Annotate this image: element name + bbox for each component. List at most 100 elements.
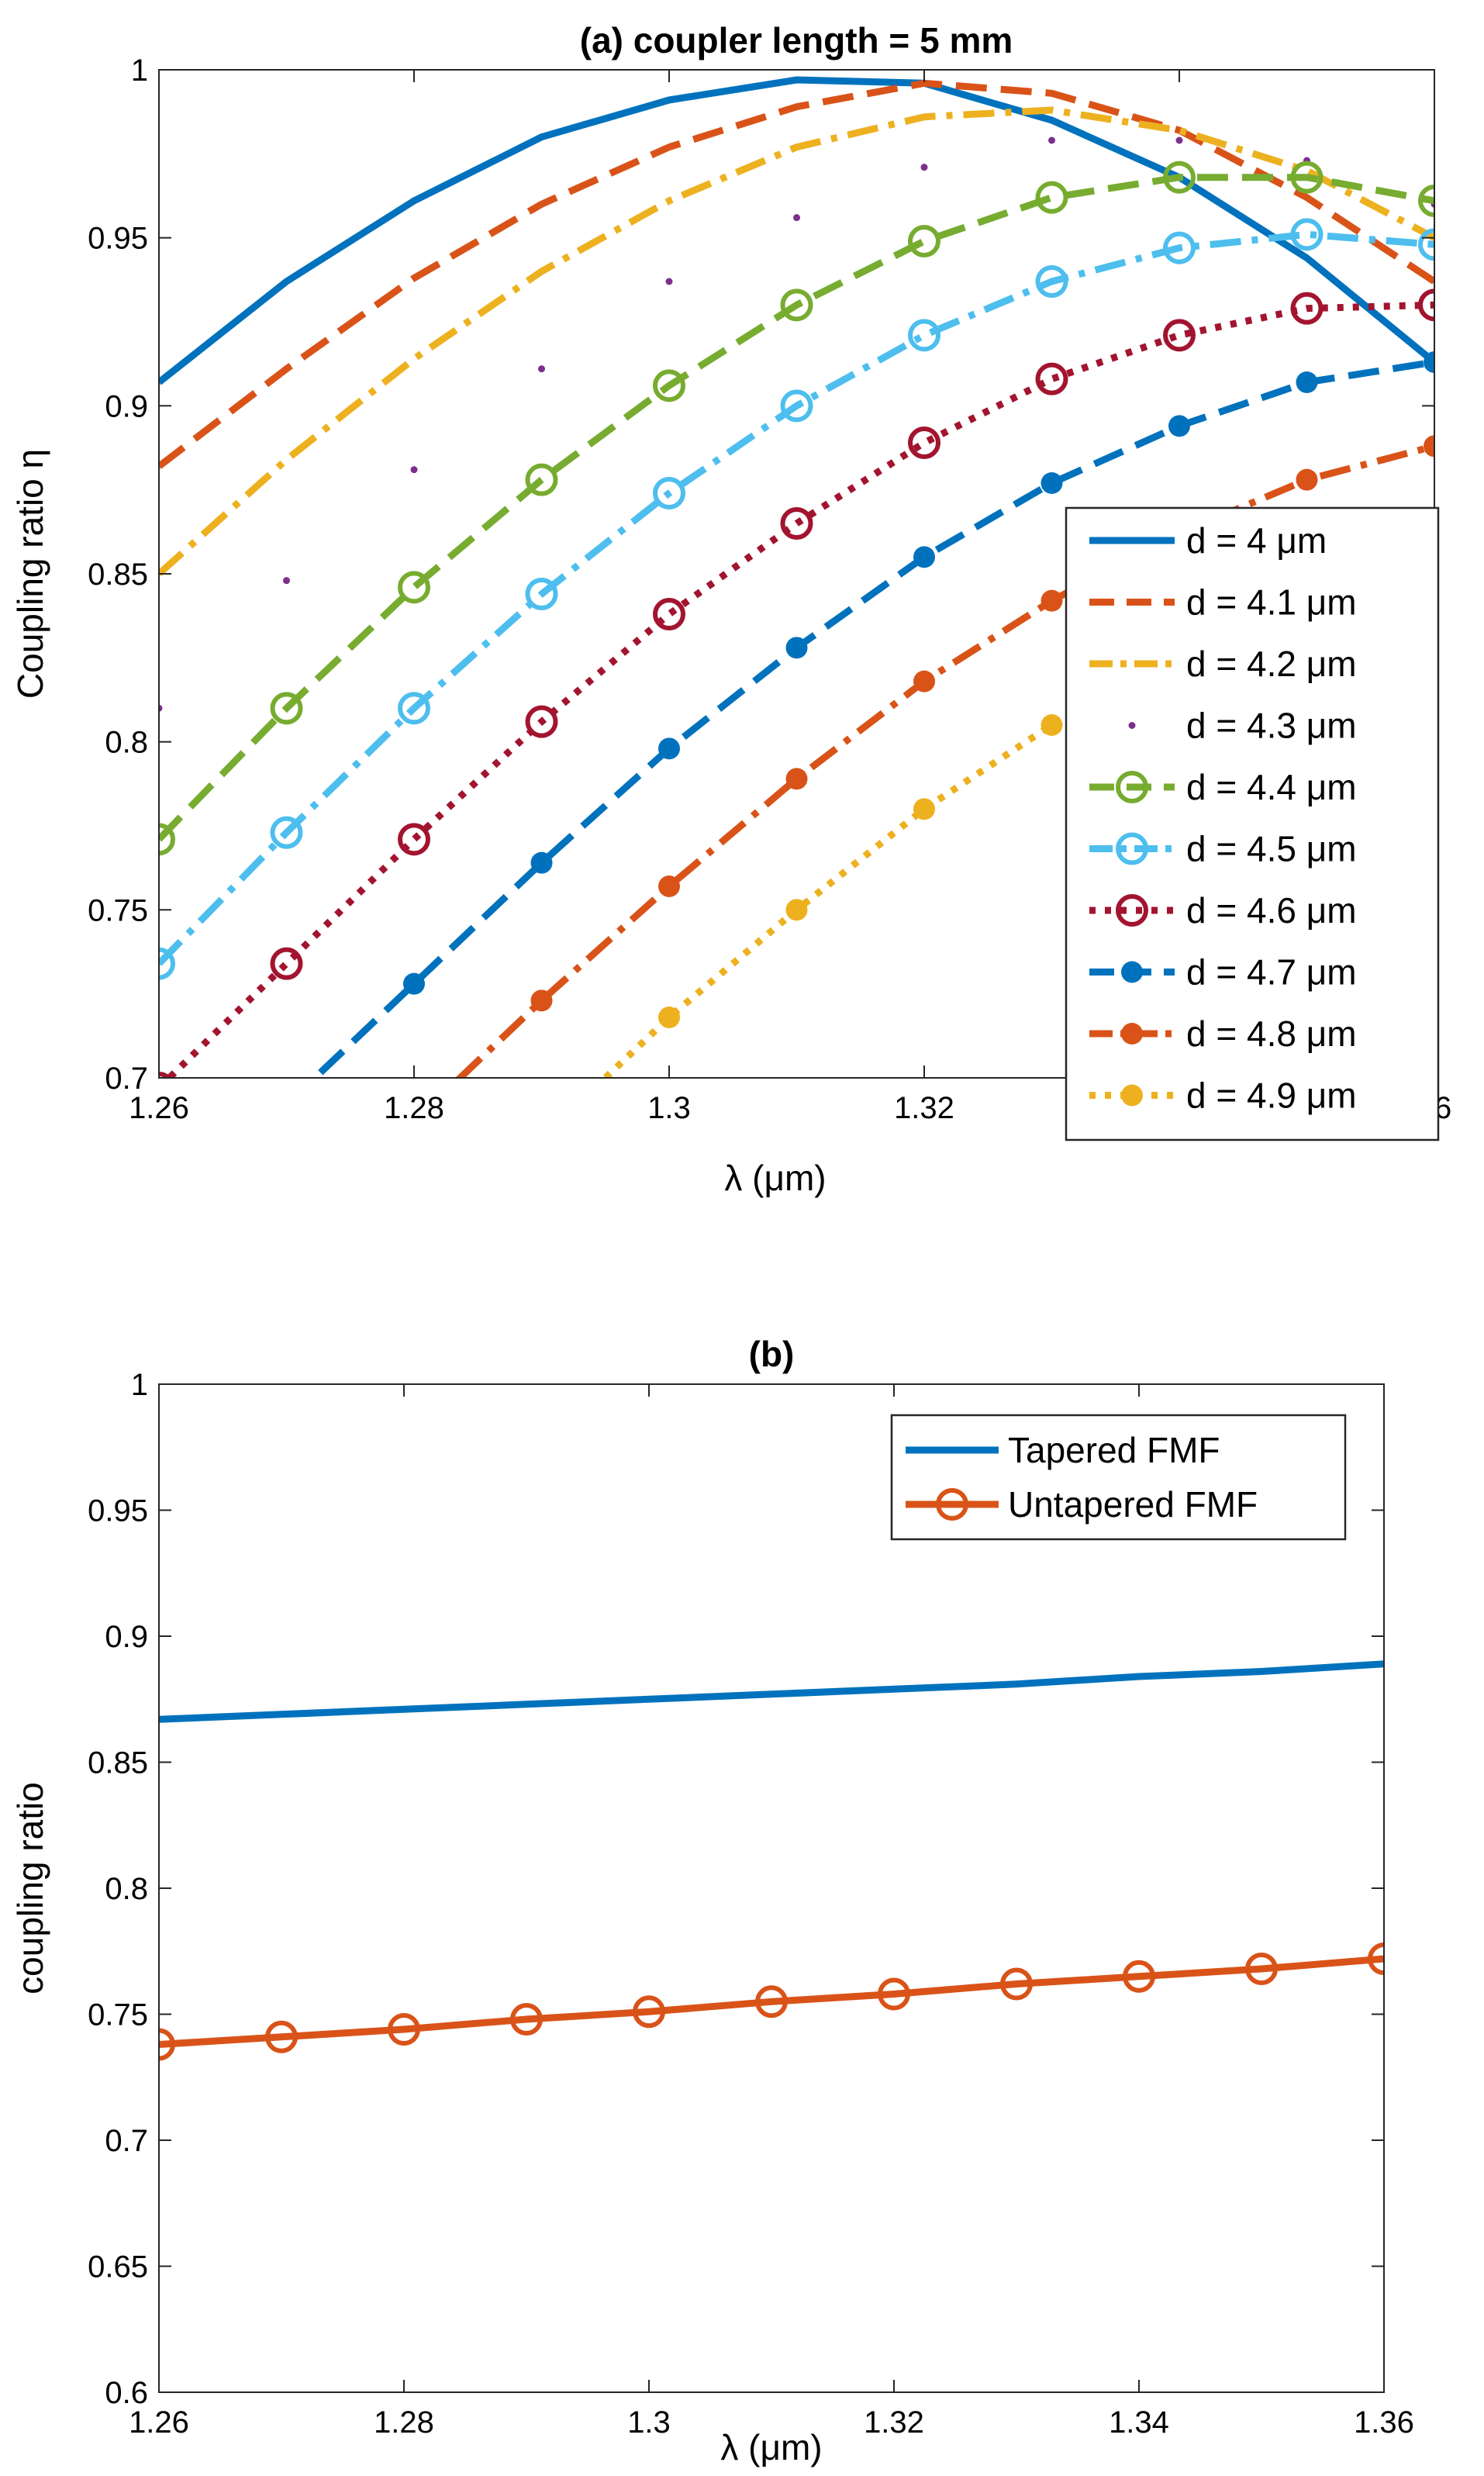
data-point (1418, 288, 1434, 322)
data-point (653, 598, 685, 630)
x-axis-label-a: λ (μm) (724, 1158, 826, 1198)
x-tick-label: 1.36 (1354, 2405, 1414, 2440)
data-point (159, 823, 175, 856)
data-point (1368, 1942, 1384, 1975)
legend-marker (1121, 1084, 1143, 1107)
data-point (1424, 435, 1434, 458)
legend-label: Untapered FMF (1008, 1484, 1258, 1525)
data-point (908, 426, 940, 459)
data-point (398, 571, 430, 604)
legend-label: d = 4.1 μm (1186, 582, 1357, 623)
legend-label: d = 4.8 μm (1186, 1014, 1357, 1054)
y-tick-label: 0.9 (105, 389, 148, 423)
data-point (270, 816, 303, 849)
series-line-7 (164, 301, 1434, 1078)
y-tick-label: 0.95 (88, 1494, 148, 1528)
y-tick-label: 0.75 (88, 893, 148, 927)
legend-marker (1116, 832, 1148, 865)
legend-label: Tapered FMF (1008, 1430, 1220, 1470)
data-point (913, 798, 935, 820)
legend-marker (1116, 771, 1148, 803)
x-axis-label-b: λ (μm) (720, 2427, 822, 2467)
data-point (403, 972, 425, 995)
y-tick-label: 0.7 (105, 1062, 148, 1096)
series-line-2 (159, 1955, 1384, 2048)
data-point (658, 875, 680, 897)
data-point (1168, 415, 1190, 437)
data-point (780, 507, 813, 540)
y-tick-label: 0.8 (105, 726, 148, 760)
data-point (525, 578, 558, 610)
data-point (780, 288, 813, 322)
y-tick-label: 0.6 (105, 2376, 148, 2410)
data-point (1163, 319, 1196, 352)
data-point (1418, 228, 1434, 261)
chart-title-a: (a) coupler length = 5 mm (580, 20, 1013, 60)
data-point (1296, 468, 1318, 491)
data-point (530, 989, 553, 1012)
legend-label: d = 4.5 μm (1186, 829, 1357, 869)
data-point (653, 477, 685, 509)
data-point (785, 899, 808, 921)
chart-title-b: (b) (749, 1334, 795, 1374)
x-tick-label: 1.28 (374, 2405, 434, 2440)
legend-box (890, 1414, 1347, 1541)
data-point (1123, 1960, 1155, 1993)
data-point (265, 2020, 298, 2053)
data-point (1163, 231, 1196, 264)
data-point (908, 319, 940, 352)
y-tick-label: 0.95 (88, 222, 148, 256)
legend-label: d = 4.9 μm (1186, 1076, 1357, 1116)
y-tick-label: 0.8 (105, 1872, 148, 1906)
legend-marker (1128, 722, 1136, 729)
data-point (920, 164, 928, 171)
data-point (878, 1977, 910, 2011)
data-point (1163, 161, 1196, 194)
data-point (1000, 1967, 1033, 2001)
data-point (1035, 181, 1068, 214)
data-point (1424, 351, 1434, 373)
legend-marker (936, 1488, 968, 1521)
legend-marker (1121, 1023, 1143, 1045)
data-point (785, 768, 808, 790)
data-point (1245, 1953, 1278, 1985)
data-point (538, 365, 545, 373)
x-tick-label: 1.28 (384, 1091, 444, 1125)
data-point (665, 278, 673, 285)
data-point (1035, 362, 1068, 395)
data-point (1418, 185, 1434, 217)
legend-label: d = 4.7 μm (1186, 952, 1357, 993)
x-tick-label: 1.32 (894, 1091, 954, 1125)
data-point (1290, 218, 1324, 251)
data-point (908, 225, 940, 257)
data-point (410, 466, 418, 474)
data-point (159, 947, 175, 980)
legend-label: d = 4 μm (1186, 520, 1327, 561)
series-line-5 (159, 174, 1434, 842)
data-point (785, 637, 808, 659)
data-point (159, 704, 163, 712)
x-tick-label: 1.34 (1109, 2405, 1169, 2440)
data-point (398, 692, 430, 725)
data-point (159, 2028, 175, 2061)
legend-b: Tapered FMF Untapered FMF (890, 1414, 1347, 1541)
x-tick-label: 1.32 (864, 2405, 924, 2440)
y-tick-label: 1 (131, 54, 148, 88)
data-point (780, 389, 813, 423)
data-point (755, 1985, 788, 2018)
data-point (1290, 292, 1324, 325)
legend-label: d = 4.3 μm (1186, 706, 1357, 746)
chart-panel-b: 1.26 1.28 1.3 1.32 1.34 1.36 0.6 0.65 0.7 0.75 0.8… (10, 1334, 1414, 2467)
data-point (510, 2003, 543, 2036)
data-point (913, 546, 935, 568)
x-tick-label: 1.3 (647, 1091, 691, 1125)
data-point (525, 705, 558, 738)
data-point (530, 851, 553, 874)
data-point (1290, 161, 1324, 194)
plot-area-b (159, 1384, 1384, 2392)
data-point (270, 947, 303, 980)
y-axis-label-b: coupling ratio (10, 1782, 50, 1994)
series-line-3 (159, 106, 1434, 577)
x-tick-label: 1.3 (627, 2405, 671, 2440)
data-point (398, 823, 430, 856)
